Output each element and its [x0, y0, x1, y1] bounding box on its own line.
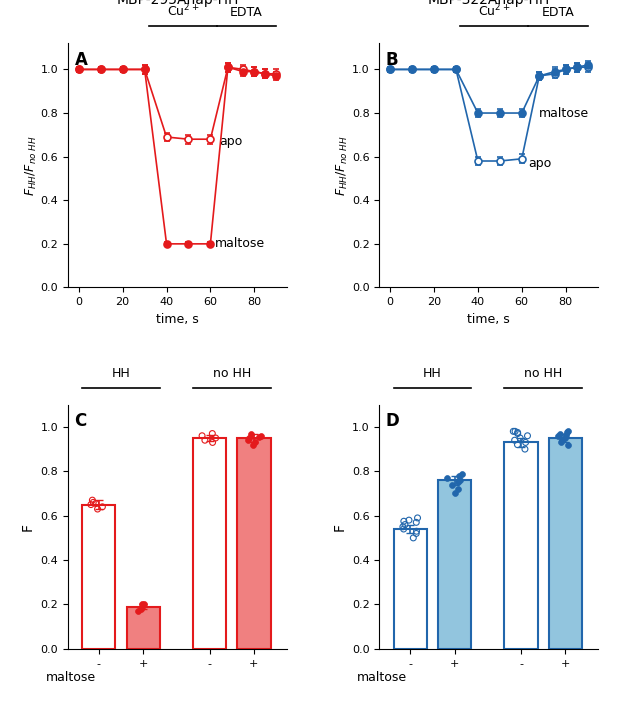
Point	[247, 439, 257, 451]
Point	[399, 523, 408, 535]
Point	[563, 425, 573, 437]
Y-axis label: $F_{HH}/F_{no\ HH}$: $F_{HH}/F_{no\ HH}$	[335, 135, 350, 195]
Point	[412, 528, 421, 539]
Point	[553, 430, 563, 441]
Bar	[504, 443, 537, 649]
X-axis label: time, s: time, s	[468, 313, 510, 326]
Text: apo: apo	[528, 156, 552, 169]
Y-axis label: F: F	[21, 523, 35, 531]
Bar	[82, 505, 115, 649]
Point	[211, 432, 221, 443]
Text: EDTA: EDTA	[230, 6, 263, 19]
Point	[400, 519, 410, 531]
Point	[250, 437, 260, 448]
Title: MBP-322Anap-HH: MBP-322Anap-HH	[428, 0, 550, 7]
Point	[207, 428, 217, 439]
Point	[561, 429, 571, 441]
Point	[254, 431, 263, 443]
Point	[200, 435, 210, 446]
Point	[86, 499, 96, 510]
Point	[447, 479, 457, 490]
Point	[257, 430, 267, 441]
Point	[513, 427, 523, 438]
Point	[97, 501, 107, 513]
Bar	[394, 529, 427, 649]
Text: C: C	[75, 412, 87, 430]
Point	[556, 437, 566, 448]
Bar	[549, 438, 582, 649]
Y-axis label: $F_{HH}/F_{no\ HH}$: $F_{HH}/F_{no\ HH}$	[24, 135, 39, 195]
Point	[413, 512, 423, 523]
Text: apo: apo	[219, 135, 242, 148]
Point	[453, 470, 463, 482]
Point	[137, 598, 147, 610]
Text: A: A	[75, 50, 88, 68]
Point	[557, 435, 566, 446]
Point	[560, 432, 570, 443]
Text: B: B	[386, 50, 399, 68]
Title: MBP-295Anap-HH: MBP-295Anap-HH	[117, 0, 239, 7]
Point	[508, 425, 518, 437]
Point	[88, 497, 98, 508]
Point	[136, 601, 146, 612]
Text: Cu$^{2+}$: Cu$^{2+}$	[167, 2, 199, 19]
Point	[513, 439, 523, 451]
Text: no HH: no HH	[524, 367, 562, 380]
Point	[88, 495, 97, 506]
Point	[91, 497, 101, 509]
Bar	[193, 438, 226, 649]
Point	[412, 516, 421, 528]
Text: maltose: maltose	[357, 671, 407, 684]
Point	[450, 487, 460, 499]
Text: HH: HH	[112, 367, 130, 380]
Point	[513, 428, 523, 439]
Text: maltose: maltose	[46, 671, 96, 684]
Point	[399, 516, 409, 527]
Point	[453, 483, 463, 495]
Point	[455, 474, 465, 486]
Point	[243, 435, 253, 446]
Point	[563, 439, 573, 451]
Point	[244, 432, 254, 443]
Point	[523, 430, 532, 441]
Point	[412, 526, 421, 537]
Point	[521, 437, 531, 448]
Bar	[126, 606, 160, 649]
Point	[398, 521, 408, 533]
Point	[457, 468, 467, 479]
Text: HH: HH	[423, 367, 442, 380]
Text: maltose: maltose	[539, 107, 589, 120]
Point	[510, 435, 520, 446]
Point	[136, 603, 146, 615]
Point	[442, 472, 452, 484]
Text: EDTA: EDTA	[542, 6, 574, 19]
Point	[404, 514, 414, 526]
Point	[561, 427, 571, 438]
Point	[133, 606, 143, 617]
Text: no HH: no HH	[213, 367, 251, 380]
Bar	[438, 480, 471, 649]
Point	[197, 430, 207, 441]
Point	[515, 432, 525, 443]
X-axis label: time, s: time, s	[156, 313, 199, 326]
Point	[510, 425, 520, 437]
Point	[520, 443, 530, 455]
Point	[246, 428, 256, 439]
Point	[208, 437, 218, 448]
Bar	[238, 438, 270, 649]
Text: Cu$^{2+}$: Cu$^{2+}$	[478, 2, 510, 19]
Text: maltose: maltose	[215, 237, 265, 250]
Point	[452, 477, 462, 488]
Point	[93, 503, 102, 515]
Point	[555, 428, 565, 439]
Point	[139, 598, 149, 610]
Y-axis label: F: F	[332, 523, 346, 531]
Point	[408, 532, 418, 544]
Text: D: D	[386, 412, 400, 430]
